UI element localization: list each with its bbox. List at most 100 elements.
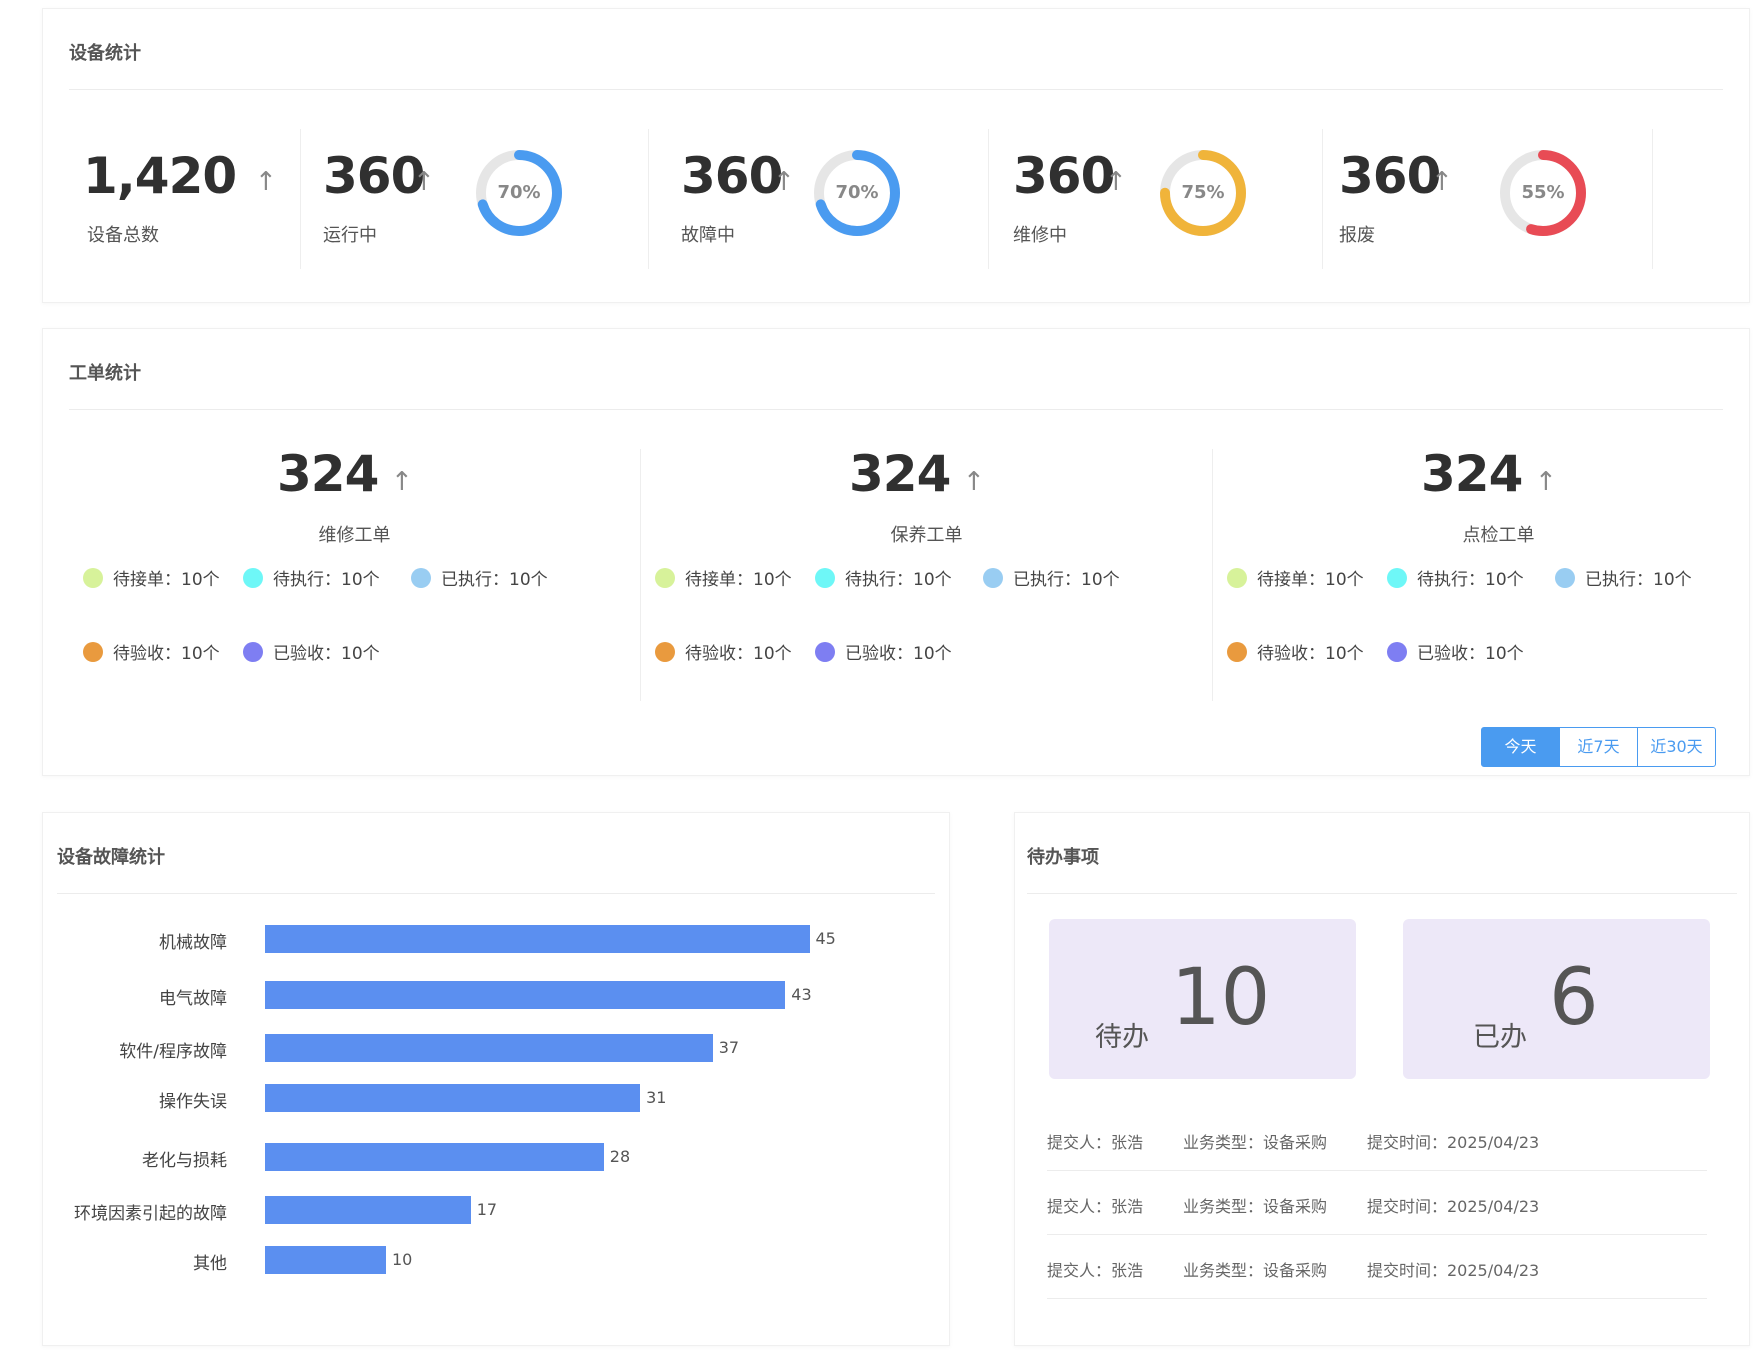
stat-fault-label: 故障中 [681, 225, 735, 246]
status-dot [655, 641, 675, 662]
bar-value-label: 17 [476, 1200, 498, 1219]
device-stats-title: 设备统计 [69, 43, 141, 64]
device-stats-divider [69, 89, 1723, 90]
status-dot [815, 567, 835, 588]
bar-category-label: 电气故障 [159, 989, 227, 1009]
todo-type: 业务类型：设备采购 [1183, 1133, 1328, 1152]
status-dot [815, 641, 835, 662]
bar-category-label: 软件/程序故障 [119, 1042, 227, 1062]
status-dot [1227, 567, 1247, 588]
progress-ring-scrapped: 55% [1493, 143, 1593, 243]
status-awaiting-acceptance: 待验收：10个 [1227, 639, 1364, 664]
status-label: 已执行：10个 [1013, 570, 1120, 590]
bar-value-label: 45 [815, 929, 836, 948]
order-maintenance-value: 324 [849, 445, 951, 503]
status-executed: 已执行：10个 [411, 565, 548, 590]
progress-ring-repair: 75% [1153, 143, 1253, 243]
todo-divider [1027, 893, 1737, 894]
arrow-up-icon: ↑ [391, 467, 413, 497]
status-accepted: 已验收：10个 [1387, 639, 1524, 664]
progress-ring-scrapped-text: 55% [1521, 182, 1565, 203]
fault-bar[interactable] [265, 925, 810, 953]
device-stats-card: 设备统计 1,420 ↑ 设备总数 360 ↑ 运行中 70% 360 ↑ 故障… [42, 8, 1750, 303]
status-awaiting-execute: 待执行：10个 [1387, 565, 1524, 590]
arrow-up-icon: ↑ [773, 167, 795, 197]
fault-stats-card: 设备故障统计 机械故障 45 电气故障 43 软件/程序故障 37 操作失误 31 老化与损耗 2… [42, 812, 950, 1346]
progress-ring-fault: 70% [807, 143, 907, 243]
todo-time: 提交时间：2025/04/23 [1367, 1133, 1540, 1152]
bar-value-label: 43 [791, 985, 812, 1004]
stat-scrapped: 360 ↑ 报废 55% [1323, 129, 1653, 269]
todo-done-box[interactable]: 已办 6 [1403, 919, 1710, 1079]
work-order-stats-card: 工单统计 324 ↑ 维修工单 待接单：10个 待执行：10个 已执行：10个 … [42, 328, 1750, 776]
stat-fault-value: 360 [681, 147, 783, 205]
todo-submitter: 提交人：张浩 [1047, 1133, 1144, 1152]
todo-list-item[interactable]: 提交人：张浩 业务类型：设备采购 提交时间：2025/04/23 [1047, 1107, 1707, 1171]
status-dot [243, 567, 263, 588]
range-30days-button[interactable]: 近30天 [1637, 727, 1716, 767]
fault-bar[interactable] [265, 1246, 386, 1274]
bar-value-label: 31 [646, 1088, 667, 1107]
range-today-button[interactable]: 今天 [1481, 727, 1560, 767]
stat-running-label: 运行中 [323, 225, 377, 246]
todo-time: 提交时间：2025/04/23 [1367, 1197, 1540, 1216]
todo-done-label: 已办 [1473, 1022, 1527, 1053]
bar-value-label: 37 [718, 1038, 740, 1057]
order-repair-label: 维修工单 [318, 525, 391, 546]
status-label: 待验收：10个 [1257, 644, 1364, 664]
bar-category-label: 其他 [193, 1254, 227, 1274]
fault-bar[interactable] [265, 1143, 604, 1171]
todo-list-item[interactable]: 提交人：张浩 业务类型：设备采购 提交时间：2025/04/23 [1047, 1171, 1707, 1235]
status-awaiting-execute: 待执行：10个 [815, 565, 952, 590]
bar-category-label: 老化与损耗 [142, 1151, 227, 1171]
progress-ring-fault-text: 70% [835, 182, 879, 203]
todo-type: 业务类型：设备采购 [1183, 1261, 1328, 1280]
arrow-up-icon: ↑ [1535, 467, 1557, 497]
work-order-stats-title: 工单统计 [69, 363, 141, 384]
order-maintenance-label: 保养工单 [890, 525, 963, 546]
status-dot [243, 641, 263, 662]
stat-total-value: 1,420 [83, 147, 237, 205]
bar-category-label: 环境因素引起的故障 [74, 1204, 227, 1224]
stat-running-value: 360 [323, 147, 425, 205]
work-order-stats-divider [69, 409, 1723, 410]
arrow-up-icon: ↑ [1105, 167, 1127, 197]
status-label: 已验收：10个 [1417, 644, 1524, 664]
status-awaiting-accept: 待接单：10个 [83, 565, 220, 590]
range-7days-button[interactable]: 近7天 [1559, 727, 1638, 767]
arrow-up-icon: ↑ [1431, 167, 1453, 197]
fault-bar-chart: 机械故障 45 电气故障 43 软件/程序故障 37 操作失误 31 老化与损耗 28 环境因素引起… [43, 813, 949, 1345]
status-awaiting-accept: 待接单：10个 [1227, 565, 1364, 590]
bar-category-label: 操作失误 [159, 1092, 227, 1112]
status-dot [1227, 641, 1247, 662]
status-label: 已验收：10个 [845, 644, 952, 664]
todo-list-item[interactable]: 提交人：张浩 业务类型：设备采购 提交时间：2025/04/23 [1047, 1235, 1707, 1299]
todo-submitter: 提交人：张浩 [1047, 1261, 1144, 1280]
todo-time: 提交时间：2025/04/23 [1367, 1261, 1540, 1280]
arrow-up-icon: ↑ [255, 167, 277, 197]
fault-bar[interactable] [265, 981, 786, 1009]
stat-fault: 360 ↑ 故障中 70% [649, 129, 989, 269]
status-awaiting-acceptance: 待验收：10个 [655, 639, 792, 664]
status-label: 待验收：10个 [113, 644, 220, 664]
stat-repair: 360 ↑ 维修中 75% [989, 129, 1323, 269]
status-dot [1387, 567, 1407, 588]
stat-total-label: 设备总数 [87, 225, 159, 246]
status-label: 待接单：10个 [1257, 570, 1364, 590]
stat-repair-label: 维修中 [1013, 225, 1067, 246]
status-label: 已执行：10个 [1585, 570, 1692, 590]
status-label: 待执行：10个 [845, 570, 952, 590]
fault-bar[interactable] [265, 1196, 471, 1224]
todo-pending-box[interactable]: 待办 10 [1049, 919, 1356, 1079]
todo-submitter: 提交人：张浩 [1047, 1197, 1144, 1216]
progress-ring-repair-text: 75% [1181, 182, 1225, 203]
arrow-up-icon: ↑ [413, 167, 435, 197]
status-label: 已验收：10个 [273, 644, 380, 664]
status-awaiting-accept: 待接单：10个 [655, 565, 792, 590]
fault-bar[interactable] [265, 1034, 713, 1062]
order-col-repair: 324 ↑ 维修工单 待接单：10个 待执行：10个 已执行：10个 待验收：1… [69, 449, 641, 701]
status-accepted: 已验收：10个 [243, 639, 380, 664]
fault-bar[interactable] [265, 1084, 641, 1112]
todo-done-value: 6 [1549, 953, 1599, 1043]
status-label: 已执行：10个 [441, 570, 548, 590]
